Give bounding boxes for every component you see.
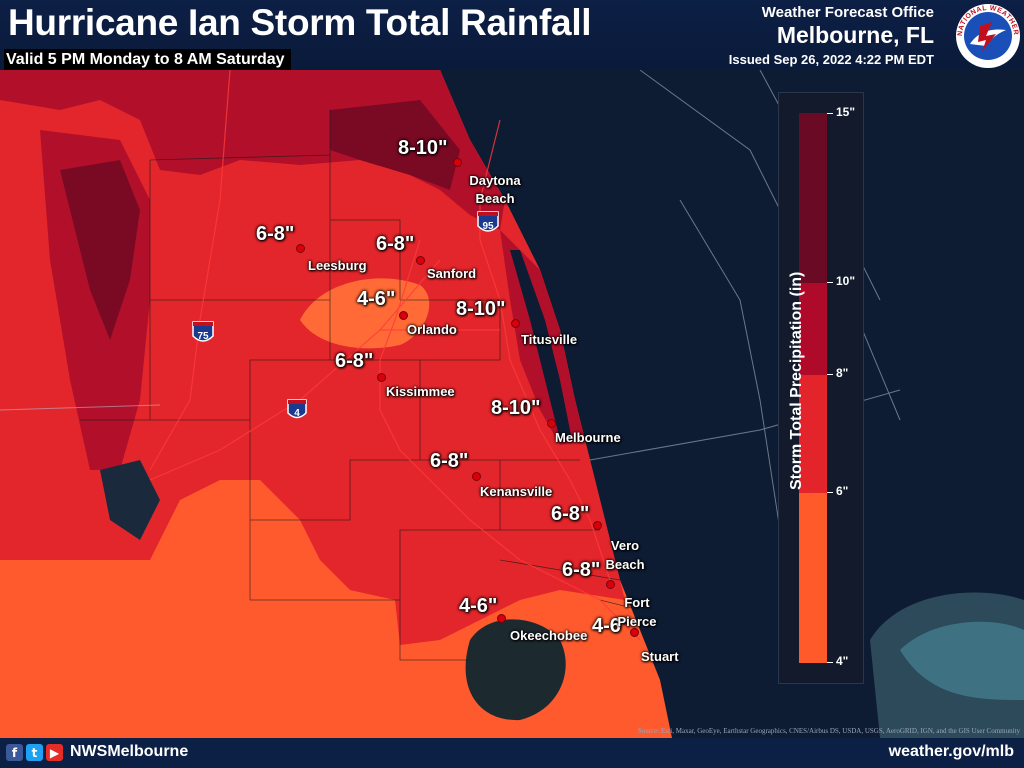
legend-tick-label: 4" [836,654,849,668]
facebook-icon[interactable]: f [6,744,23,761]
location-dot-fort-pierce [606,580,615,589]
social-handle[interactable]: NWSMelbourne [70,743,189,760]
city-label-sanford: Sanford [427,266,477,281]
city-label-leesburg: Leesburg [308,258,367,273]
interstate-label-4: 4 [294,408,300,419]
rainfall-amount-stuart: 4-6" [592,615,631,637]
legend-tick-mark [827,282,833,283]
legend-tick-label: 6" [836,484,849,498]
tampa-bay [100,460,160,540]
interstate-label-75: 75 [197,331,209,342]
interstate-label-95: 95 [482,221,494,232]
rainfall-amount-melbourne: 8-10" [491,397,541,419]
location-dot-stuart [630,628,639,637]
county-lines [80,110,641,661]
rainfall-amount-orlando: 4-6" [357,288,396,310]
rainfall-amount-fort-pierce: 6-8" [562,559,601,581]
city-label-orlando: Orlando [407,322,457,337]
location-dot-kenansville [472,472,481,481]
city-label-titusville: Titusville [521,332,578,347]
interstate-shield-75: 75 [192,321,214,342]
legend-title: Storm Total Precipitation (in) [788,271,805,490]
legend-bin-4-6 [799,493,827,663]
city-label-fort-pierce: Fort Pierce [617,595,657,629]
rain-bin-10-15-west [60,160,140,340]
location-dot-kissimmee [377,373,386,382]
indian-river-lagoon [510,250,572,440]
rainfall-amount-leesburg: 6-8" [256,223,295,245]
location-dot-melbourne [547,419,556,428]
office-label: Weather Forecast Office [761,4,934,21]
rainfall-amount-sanford: 6-8" [376,233,415,255]
valid-period: Valid 5 PM Monday to 8 AM Saturday [4,49,291,70]
legend-tick-mark [827,492,833,493]
footer-bar [0,738,1024,768]
location-dot-leesburg [296,244,305,253]
nws-logo: NATIONAL WEATHER SERVICE [940,2,1020,68]
legend-tick-mark [827,374,833,375]
rainfall-amount-daytona-beach: 8-10" [398,137,448,159]
interstate-shield-95: 95 [477,211,499,232]
rain-bin-10-15-north [330,100,460,190]
youtube-icon[interactable]: ▶ [46,744,63,761]
interstate-shield-4: 4 [287,399,307,419]
location-dot-titusville [511,319,520,328]
map-attribution: Source: Esri, Maxar, GeoEye, Earthstar G… [637,727,1020,735]
city-label-okeechobee: Okeechobee [510,628,588,643]
legend-bin-10-15 [799,113,827,283]
legend-tick-label: 8" [836,366,849,380]
location-dot-okeechobee [497,614,506,623]
legend-tick-mark [827,113,833,114]
rainfall-amount-kenansville: 6-8" [430,450,469,472]
city-label-kissimmee: Kissimmee [386,384,455,399]
rainfall-amount-okeechobee: 4-6" [459,595,498,617]
issued-time: Issued Sep 26, 2022 4:22 PM EDT [728,52,934,67]
twitter-icon[interactable]: t [26,744,43,761]
city-label-vero-beach: Vero Beach [605,538,645,572]
legend-colorbar [799,113,827,663]
rain-bin-4-6-orlando [300,278,430,349]
city-label-melbourne: Melbourne [555,430,621,445]
website-link[interactable]: weather.gov/mlb [888,743,1014,760]
bahamas-shallows [900,621,1024,700]
city-label-kenansville: Kenansville [480,484,553,499]
legend-bin-8-10 [799,283,827,375]
location-dot-daytona-beach [453,158,462,167]
legend-tick-mark [827,662,833,663]
rainfall-amount-vero-beach: 6-8" [551,503,590,525]
location-dot-sanford [416,256,425,265]
lake-okeechobee [465,619,566,721]
legend-tick-label: 10" [836,274,856,288]
social-links: f t ▶ [6,744,63,761]
legend-tick-label: 15" [836,105,856,119]
legend-panel [778,92,864,684]
map-title: Hurricane Ian Storm Total Rainfall [8,2,592,43]
location-dot-vero-beach [593,521,602,530]
city-label-daytona-beach: Daytona Beach [469,173,521,206]
office-name: Melbourne, FL [776,22,934,48]
city-label-stuart: Stuart [641,649,679,664]
location-dot-orlando [399,311,408,320]
rainfall-amount-titusville: 8-10" [456,298,506,320]
rainfall-amount-kissimmee: 6-8" [335,350,374,372]
legend-bin-6-8 [799,375,827,493]
